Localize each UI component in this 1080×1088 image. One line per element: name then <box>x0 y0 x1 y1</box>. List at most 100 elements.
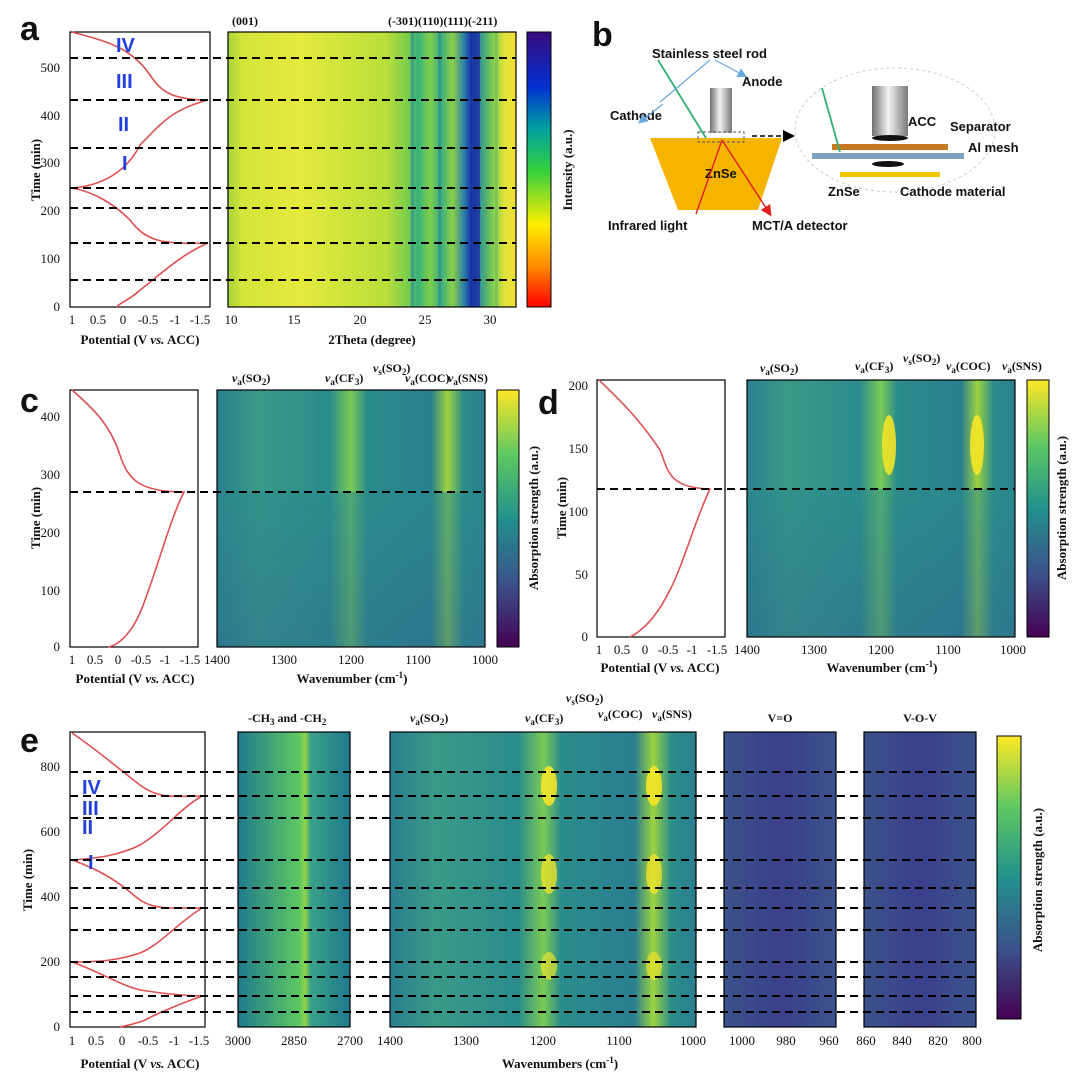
panel-e-volt-tick: 1 <box>69 1033 76 1048</box>
panel-e-vo-frame <box>723 731 837 1028</box>
panel-e-volt-tick: 0 <box>119 1033 126 1048</box>
panel-a-theta-tick: 10 <box>225 312 238 327</box>
panel-a-theta-tick: 20 <box>354 312 367 327</box>
panel-a-peak-001: (001) <box>232 14 258 28</box>
panel-b-separator <box>832 144 948 150</box>
panel-a-stage-i: I <box>122 153 128 175</box>
panel-e-peak-coc: va(COC) <box>598 707 643 723</box>
panel-b-green-lead <box>657 59 707 139</box>
panel-d-wn-tick: 1300 <box>801 642 827 657</box>
panel-a-voltage-curve <box>71 31 209 308</box>
panel-c-colorbar-label: Absorption strength (a.u.) <box>526 446 541 590</box>
panel-e-peak-cf3: va(CF3) <box>525 711 563 727</box>
panel-b-zoom-circle <box>794 67 996 193</box>
panel-a-xrd-peak-211 <box>495 32 498 307</box>
panel-c-volt-tick: 1 <box>69 652 76 667</box>
panel-c-time-tick: 300 <box>41 467 61 482</box>
panel-d-ir-lower <box>747 489 1015 637</box>
panel-e-vo-heatmap <box>724 732 836 1027</box>
panel-e-main-tick: 1000 <box>680 1033 706 1048</box>
panel-letter-b: b <box>592 16 613 54</box>
panel-e-voltage-frame <box>69 731 206 1028</box>
panel-d-colorbar <box>1026 379 1050 638</box>
panel-d-wn-tick: 1200 <box>868 642 894 657</box>
panel-c-peak-cf3: va(CF3) <box>325 371 363 387</box>
panel-e-stage-i: I <box>88 852 94 874</box>
panel-a-theta-tick: 15 <box>288 312 301 327</box>
panel-c-wn-tick: 1400 <box>204 652 230 667</box>
panel-c-volt-label: Potential (V vs. ACC) <box>76 671 195 686</box>
panel-a-volt-tick: 1 <box>69 312 76 327</box>
panel-a-theta-tick: 30 <box>484 312 497 327</box>
panel-d-voltage-curve <box>598 379 712 638</box>
panel-b-cathode-material-label: Cathode material <box>900 184 1005 199</box>
panel-d-ir-frame <box>746 379 1016 638</box>
panel-c-time-tick: 100 <box>41 583 61 598</box>
panel-a-peak-group: (-301)(110)(111)(-211) <box>388 14 497 28</box>
panel-c-wn-label: Wavenumber (cm-1) <box>297 670 408 686</box>
panel-b-detector-label: MCT/A detector <box>752 218 848 233</box>
panel-d-peak-sns-spot <box>970 415 984 475</box>
panel-b-acc-label: ACC <box>908 114 937 129</box>
panel-e-cf3-spot-2 <box>541 854 557 894</box>
panel-b-zoom-rod <box>872 86 908 136</box>
panel-e-ch-tick: 2700 <box>337 1033 363 1048</box>
panel-c-wn-tick: 1200 <box>338 652 364 667</box>
panel-c-wn-tick: 1100 <box>405 652 431 667</box>
panel-a-stage-iv: IV <box>116 35 136 57</box>
panel-b-cathode-arrow <box>638 103 664 124</box>
panel-a-time-tick: 300 <box>41 155 61 170</box>
panel-e-ch-tick: 2850 <box>281 1033 307 1048</box>
panel-b-acc <box>872 135 908 141</box>
panel-d-volt-tick: -1.5 <box>707 642 728 657</box>
panel-e-time-tick: 800 <box>41 759 61 774</box>
panel-e-time-tick: 200 <box>41 954 61 969</box>
panel-d-wn-label: Wavenumber (cm-1) <box>827 659 938 675</box>
panel-a-time-tick: 400 <box>41 108 61 123</box>
panel-e-vov-heatmap <box>864 732 976 1027</box>
panel-c-time-label: Time (min) <box>28 487 43 549</box>
panel-a-voltage-frame <box>69 31 211 308</box>
panel-e-vov-tick: 800 <box>962 1033 982 1048</box>
panel-d-peak-cf3: va(CF3) <box>855 359 893 375</box>
panel-e-main-frame <box>389 731 697 1028</box>
panel-a-xrd-peak-111 <box>473 32 480 307</box>
panel-c-time-tick: 400 <box>41 409 61 424</box>
panel-b-znse-label: ZnSe <box>705 166 737 181</box>
panel-a-time-label: Time (min) <box>28 139 43 201</box>
panel-c-volt-tick: 0 <box>115 652 122 667</box>
panel-c-voltage-curve <box>71 389 186 648</box>
panel-a-colorbar <box>526 31 552 308</box>
panel-e-colorbar-label: Absorption strength (a.u.) <box>1030 808 1045 952</box>
panel-letter-d: d <box>538 384 559 422</box>
panel-c-time-tick: 0 <box>54 639 61 654</box>
panel-a-time-tick: 0 <box>54 299 61 314</box>
panel-e-volt-label: Potential (V vs. ACC) <box>81 1056 200 1071</box>
panel-a-theta-label: 2Theta (degree) <box>328 332 415 347</box>
panel-e-vo-title: V=O <box>768 711 793 725</box>
panel-b-zoom-green-lead <box>821 87 841 153</box>
panel-a-dashed-lines <box>70 57 516 281</box>
panel-a-volt-tick: -0.5 <box>138 312 159 327</box>
panel-e-stage-ii: II <box>82 817 93 839</box>
panel-d-time-tick: 100 <box>569 504 589 519</box>
panel-e-ch-tick: 3000 <box>225 1033 251 1048</box>
panel-e-peak-so2a: va(SO2) <box>410 711 448 727</box>
panel-d-peak-sns: va(SNS) <box>1002 359 1042 375</box>
panel-e-ch-frame <box>237 731 351 1028</box>
panel-d-voltage-frame <box>596 379 726 638</box>
panel-e-wn-label: Wavenumbers (cm-1) <box>502 1055 618 1071</box>
panel-d-wn-tick: 1100 <box>935 642 961 657</box>
panel-b-cell-box <box>697 131 745 143</box>
panel-e-colorbar <box>996 735 1022 1020</box>
panel-d-peak-coc: va(COC) <box>946 359 991 375</box>
panel-c-wn-tick: 1300 <box>271 652 297 667</box>
panel-e-volt-tick: -0.5 <box>138 1033 159 1048</box>
panel-e-volt-tick: 0.5 <box>88 1033 104 1048</box>
panel-d-time-tick: 200 <box>569 378 589 393</box>
panel-e-main-tick: 1200 <box>530 1033 556 1048</box>
panel-d-volt-tick: -0.5 <box>658 642 679 657</box>
panel-e-cf3-spot-3 <box>541 952 557 980</box>
panel-b-blue-lead <box>659 59 711 103</box>
